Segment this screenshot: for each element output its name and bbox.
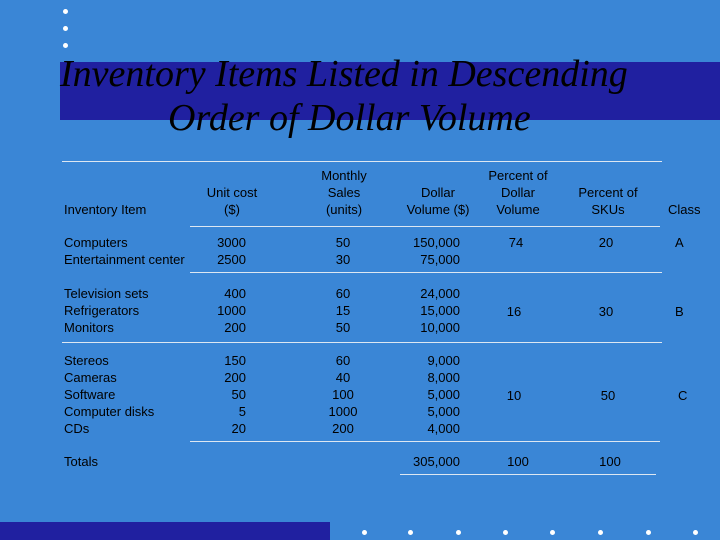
monthly-sales-values: 60 40 100 1000 200 <box>328 353 358 436</box>
bullet-dot <box>63 43 68 48</box>
class-value: C <box>678 388 688 403</box>
list-item: Television sets <box>64 286 149 301</box>
dollar-volume-values: 150,000 75,000 <box>413 235 460 267</box>
unit-cost-values: 400 1000 200 <box>217 286 246 335</box>
percent-skus-value: 20 <box>598 235 614 250</box>
totals-rule <box>400 474 656 475</box>
slide-title: Inventory Items Listed in Descending Ord… <box>0 52 720 140</box>
title-band <box>60 62 720 120</box>
percent-dollar-volume-value: 10 <box>506 388 522 403</box>
list-item: Cameras <box>64 370 117 385</box>
totals-percent-skus: 100 <box>599 454 621 469</box>
class-value: A <box>675 235 684 250</box>
header-class: Class <box>668 202 701 217</box>
totals-percent-dollar-volume: 100 <box>507 454 529 469</box>
list-item: Computer disks <box>64 404 155 419</box>
bullet-dot <box>63 26 68 31</box>
bullet-dot <box>550 530 555 535</box>
footer-band <box>0 522 330 540</box>
item-names: Stereos Cameras Software Computer disks … <box>64 352 154 437</box>
monthly-sales-values: 60 15 50 <box>335 286 351 335</box>
header-top-rule <box>62 161 662 162</box>
header-percent-skus: Percent of SKUs <box>578 185 638 217</box>
percent-dollar-volume-value: 16 <box>506 304 522 319</box>
dollar-volume-values: 24,000 15,000 10,000 <box>420 286 460 335</box>
totals-label: Totals <box>64 454 98 469</box>
group-b-rule <box>62 342 662 343</box>
percent-dollar-volume-value: 74 <box>508 235 524 250</box>
bullet-dot <box>408 530 413 535</box>
bullet-dot <box>362 530 367 535</box>
list-item: Computers <box>64 235 128 250</box>
item-names: Computers Entertainment center <box>64 234 185 268</box>
header-dollar-volume: Dollar Volume ($) <box>406 185 470 217</box>
bullet-dot <box>63 9 68 14</box>
header-percent-dollar-volume: Percent of Dollar Volume <box>488 168 548 217</box>
item-names: Television sets Refrigerators Monitors <box>64 285 149 336</box>
list-item: CDs <box>64 421 90 436</box>
monthly-sales-values: 50 30 <box>335 235 351 267</box>
class-value: B <box>675 304 684 319</box>
group-c-rule <box>190 441 660 442</box>
totals-dollar-volume: 305,000 <box>413 454 460 469</box>
bullet-dot <box>456 530 461 535</box>
header-unit-cost: Unit cost ($) <box>206 185 258 217</box>
header-bottom-rule <box>190 226 660 227</box>
percent-skus-value: 30 <box>598 304 614 319</box>
header-monthly-sales: Monthly Sales (units) <box>321 168 367 217</box>
list-item: Monitors <box>64 320 114 335</box>
bullet-dot <box>646 530 651 535</box>
list-item: Stereos <box>64 353 109 368</box>
title-line-2: Order of Dollar Volume <box>168 97 531 139</box>
title-line-1: Inventory Items Listed in Descending <box>60 53 628 95</box>
header-item: Inventory Item <box>64 202 147 217</box>
list-item: Software <box>64 387 116 402</box>
group-a-rule <box>190 272 662 273</box>
dollar-volume-values: 9,000 8,000 5,000 5,000 4,000 <box>427 353 460 436</box>
unit-cost-values: 3000 2500 <box>217 235 246 267</box>
list-item: Entertainment center <box>64 252 185 267</box>
list-item: Refrigerators <box>64 303 140 318</box>
bullet-dot <box>503 530 508 535</box>
percent-skus-value: 50 <box>600 388 616 403</box>
unit-cost-values: 150 200 50 5 20 <box>224 353 246 436</box>
bullet-dot <box>693 530 698 535</box>
bullet-dot <box>598 530 603 535</box>
